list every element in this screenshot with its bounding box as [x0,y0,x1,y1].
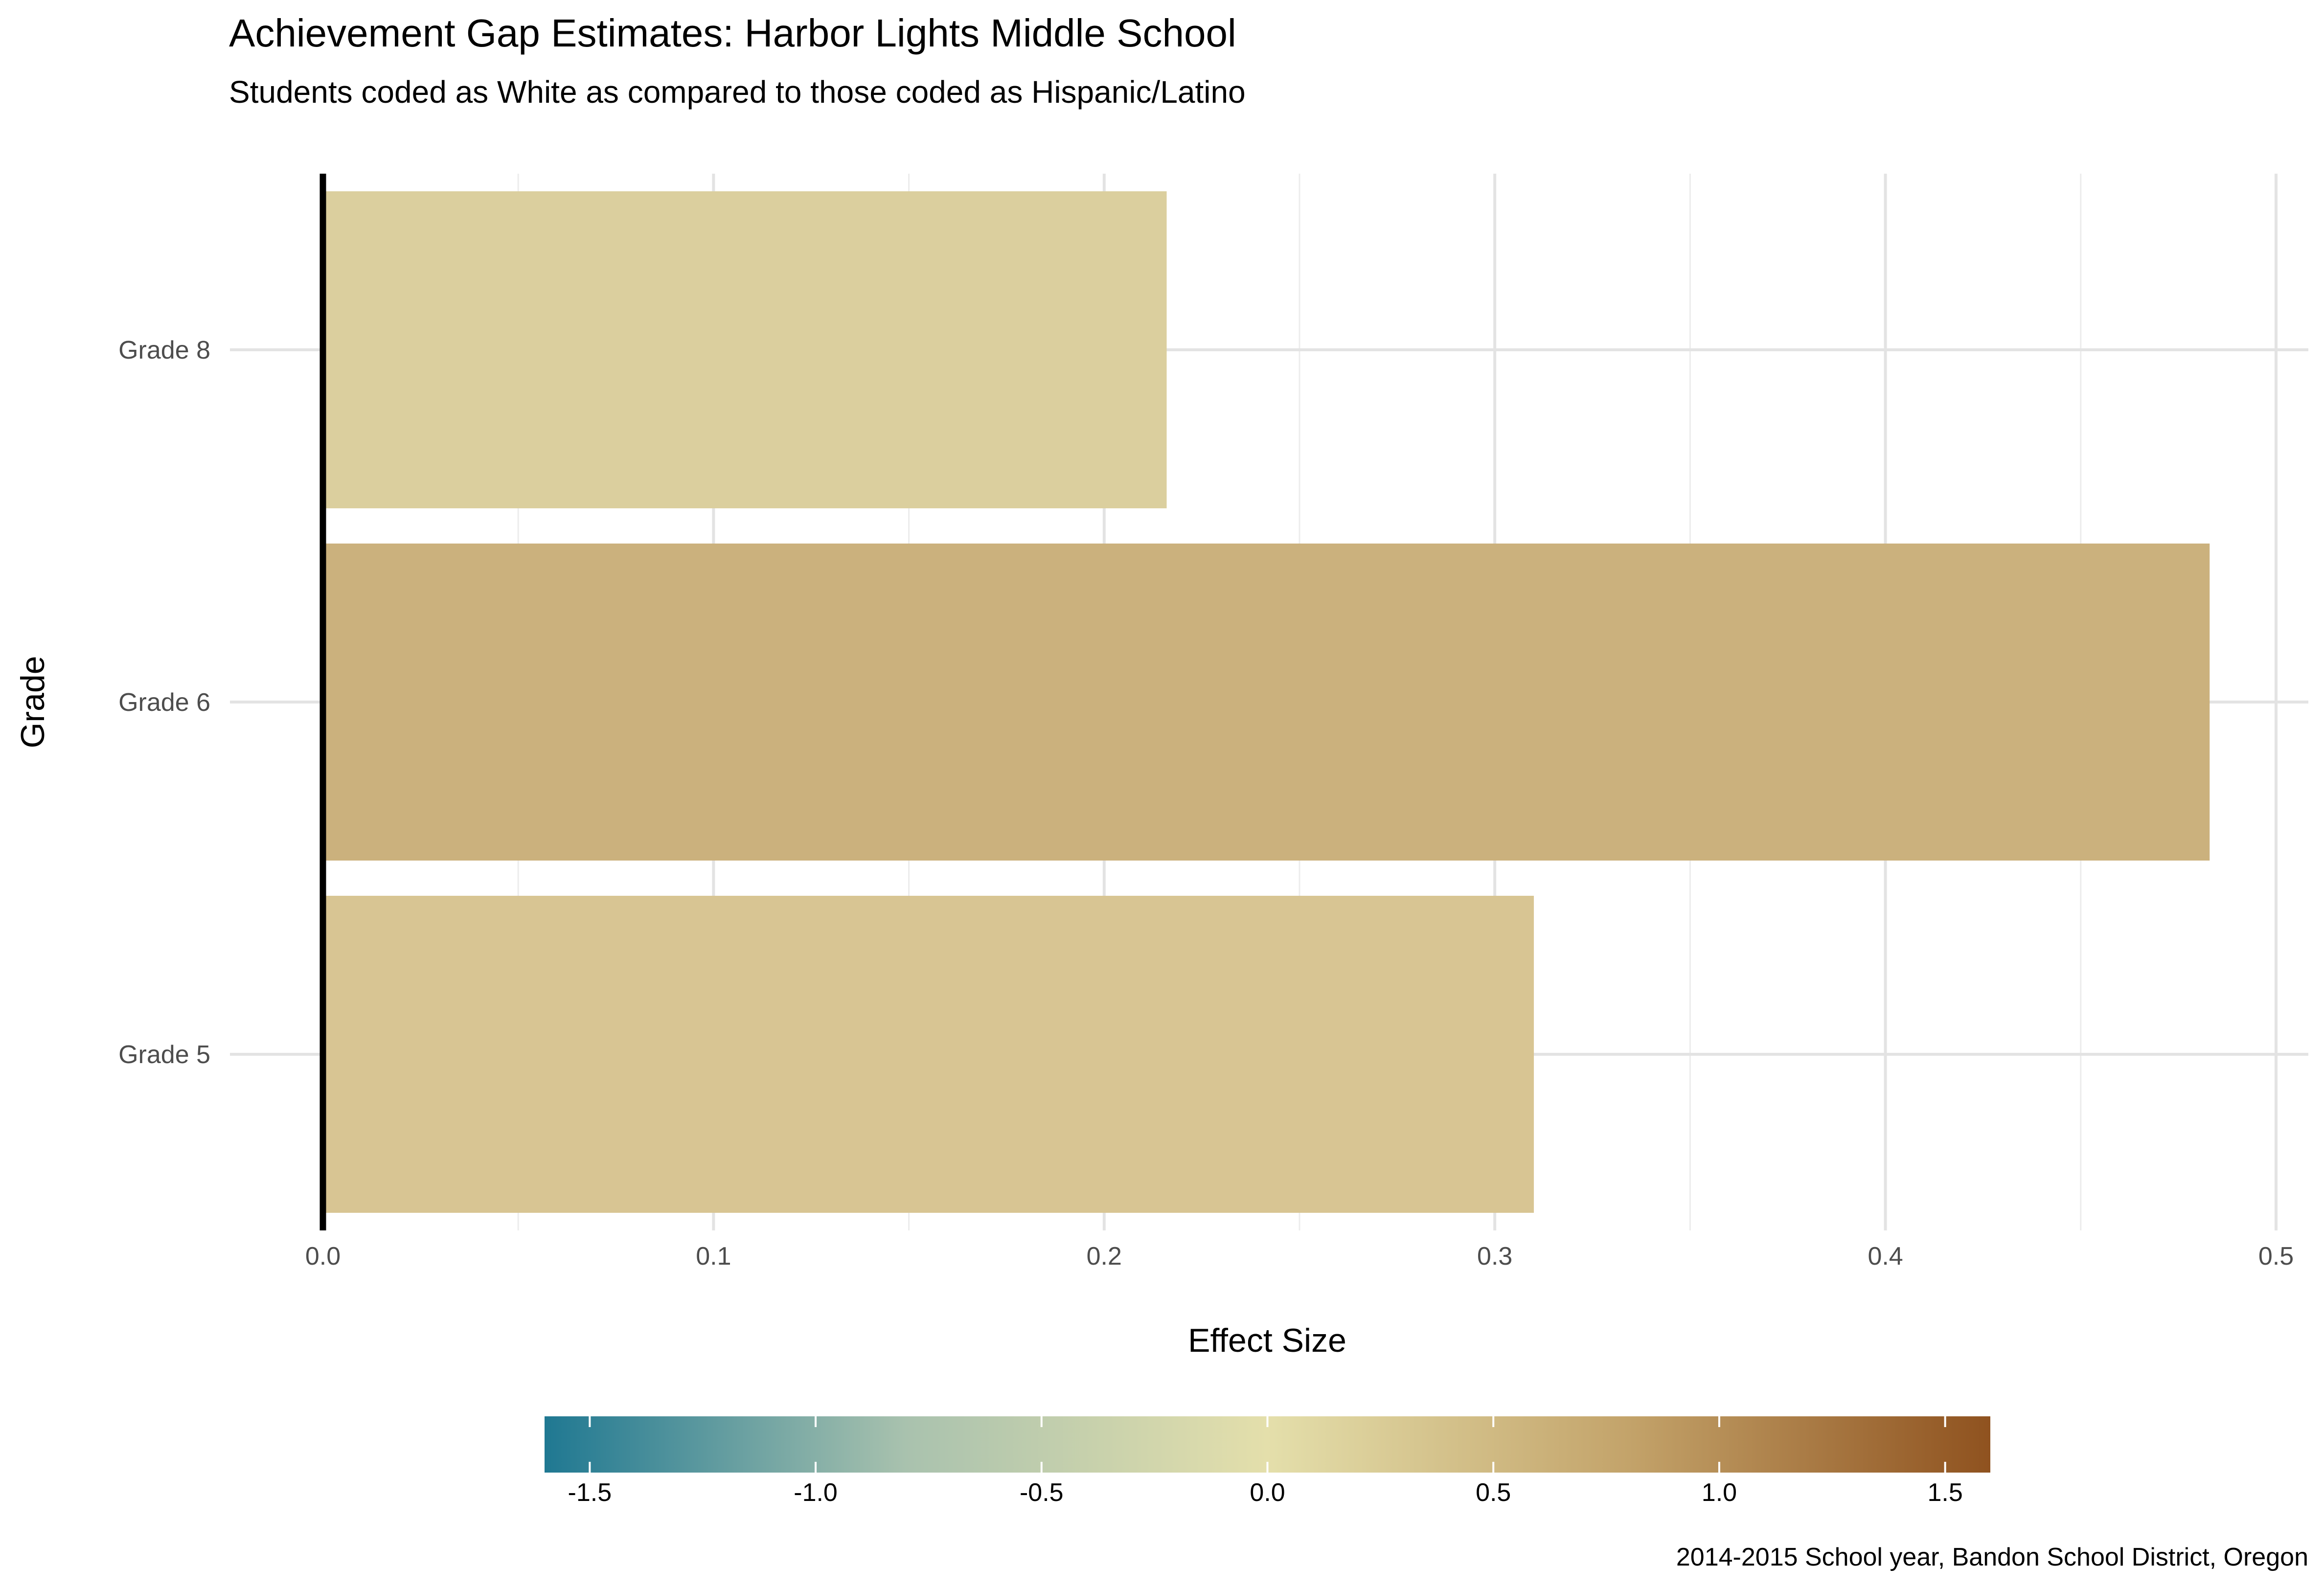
x-tick-label: 0.1 [696,1242,731,1271]
x-tick-label: 0.3 [1477,1242,1512,1271]
legend-tick-label: 0.0 [1250,1478,1285,1507]
bar-grade-8 [323,191,1167,508]
legend-tick-label: -1.0 [794,1478,838,1507]
x-tick-label: 0.2 [1087,1242,1122,1271]
x-axis-ticks: 0.0 0.1 0.2 0.3 0.4 0.5 [305,1242,2294,1271]
chart-title: Achievement Gap Estimates: Harbor Lights… [229,11,1236,55]
x-axis-title: Effect Size [1188,1322,1346,1359]
legend-ticks: -1.5 -1.0 -0.5 0.0 0.5 1.0 1.5 [568,1416,1963,1507]
x-tick-label: 0.4 [1868,1242,1903,1271]
bar-grade-5 [323,896,1534,1213]
y-axis-title: Grade [14,656,51,749]
legend-tick-label: 0.5 [1476,1478,1511,1507]
y-tick-label: Grade 8 [118,336,210,364]
legend-tick-label: -0.5 [1020,1478,1064,1507]
x-tick-label: 0.0 [305,1242,341,1271]
y-tick-label: Grade 5 [118,1041,210,1069]
legend-tick-label: 1.5 [1928,1478,1963,1507]
legend-tick-label: -1.5 [568,1478,612,1507]
bars-group [323,191,2210,1213]
chart-caption: 2014-2015 School year, Bandon School Dis… [1676,1543,2308,1571]
bar-grade-6 [323,544,2210,861]
x-tick-label: 0.5 [2258,1242,2294,1271]
y-axis-ticks: Grade 5 Grade 6 Grade 8 [118,336,210,1069]
chart-subtitle: Students coded as White as compared to t… [229,74,1246,110]
y-tick-label: Grade 6 [118,688,210,717]
legend-tick-label: 1.0 [1702,1478,1737,1507]
